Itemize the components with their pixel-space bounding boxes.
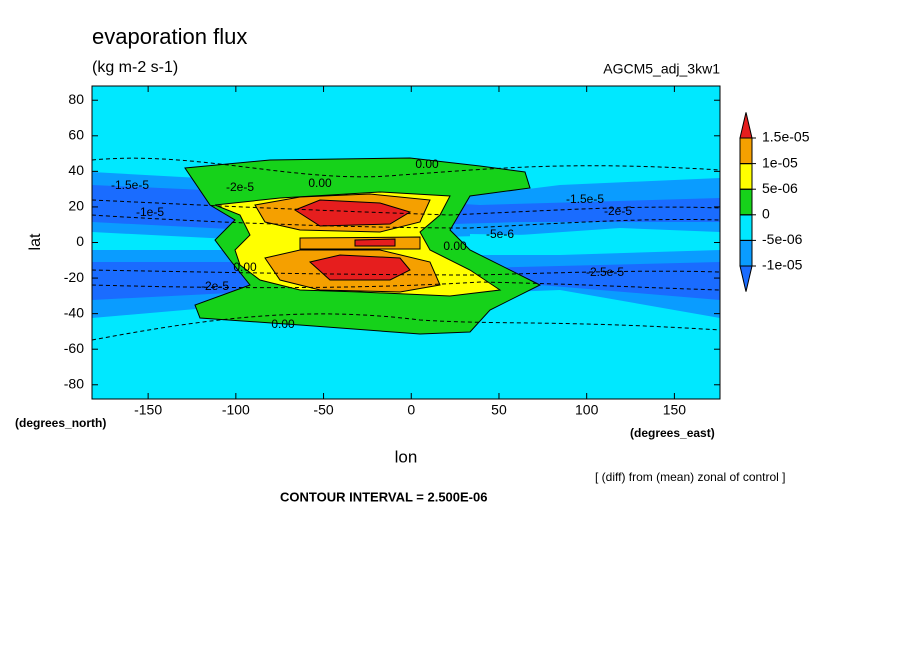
subtitle: (kg m-2 s-1) [92, 59, 178, 76]
contour-line [91, 199, 721, 216]
colorbar-extension [739, 112, 753, 139]
y-units: (degrees_north) [15, 416, 106, 430]
colorbar-label: 1e-05 [762, 154, 798, 170]
x-tick-label: 150 [663, 402, 687, 418]
chart-title: evaporation flux [92, 24, 247, 49]
y-tick-label: 20 [68, 198, 84, 214]
field-region [470, 234, 700, 250]
colorbar-extension [739, 265, 753, 292]
contour-label: -2e-5 [226, 180, 254, 194]
colorbar-label: 1.5e-05 [762, 129, 810, 145]
contour-label: -1e-5 [136, 205, 164, 219]
contour-line [91, 269, 721, 276]
y-tick-label: 60 [68, 126, 84, 142]
y-axis-label: lat [27, 233, 44, 250]
field-region [308, 254, 411, 281]
colorbar-label: 0 [762, 206, 770, 222]
contour-label: -1.5e-5 [566, 192, 604, 206]
contour-line [91, 157, 721, 178]
contour-label: 0.00 [415, 157, 439, 171]
y-tick-label: -80 [64, 375, 84, 391]
contour-label: -1.5e-5 [111, 178, 149, 192]
colorbar-label: 5e-06 [762, 180, 798, 196]
y-tick-label: -60 [64, 340, 84, 356]
y-tick-label: 40 [68, 162, 84, 178]
x-tick-label: 100 [575, 402, 599, 418]
contour-line [91, 281, 721, 291]
contour-line [91, 214, 721, 229]
x-tick-label: -100 [222, 402, 250, 418]
contour-label: -2e-5 [201, 279, 229, 293]
colorbar-band [739, 239, 753, 267]
y-tick-label: 0 [76, 233, 84, 249]
colorbar-band [739, 214, 753, 241]
x-tick-label: 0 [407, 402, 415, 418]
contour-interval: CONTOUR INTERVAL = 2.500E-06 [280, 489, 487, 504]
x-tick-label: -150 [134, 402, 162, 418]
contour-label: 0.00 [308, 176, 332, 190]
contour-label: 0.00 [271, 317, 295, 331]
plot-area [91, 85, 721, 400]
y-tick-label: -20 [64, 269, 84, 285]
colorbar-band [739, 188, 753, 216]
field-region [354, 238, 396, 247]
contour-label: 0.00 [233, 260, 257, 274]
colorbar-label: -1e-05 [762, 257, 803, 273]
x-axis-label: lon [395, 447, 418, 466]
note: [ (diff) from (mean) zonal of control ] [595, 470, 786, 484]
x-units: (degrees_east) [630, 426, 715, 440]
contour-label: 0.00 [443, 239, 467, 253]
contour-label: -2.5e-5 [586, 265, 624, 279]
contour-label: -5e-6 [486, 227, 514, 241]
y-tick-label: -40 [64, 304, 84, 320]
x-tick-label: -50 [313, 402, 333, 418]
contour-line [91, 313, 721, 341]
colorbar-band [739, 137, 753, 165]
y-tick-label: 80 [68, 91, 84, 107]
colorbar-band [739, 163, 753, 190]
contour-label: -2e-5 [604, 204, 632, 218]
x-tick-label: 50 [491, 402, 507, 418]
field-region [293, 199, 412, 227]
dataset-label: AGCM5_adj_3kw1 [603, 61, 720, 77]
colorbar-label: -5e-06 [762, 231, 803, 247]
